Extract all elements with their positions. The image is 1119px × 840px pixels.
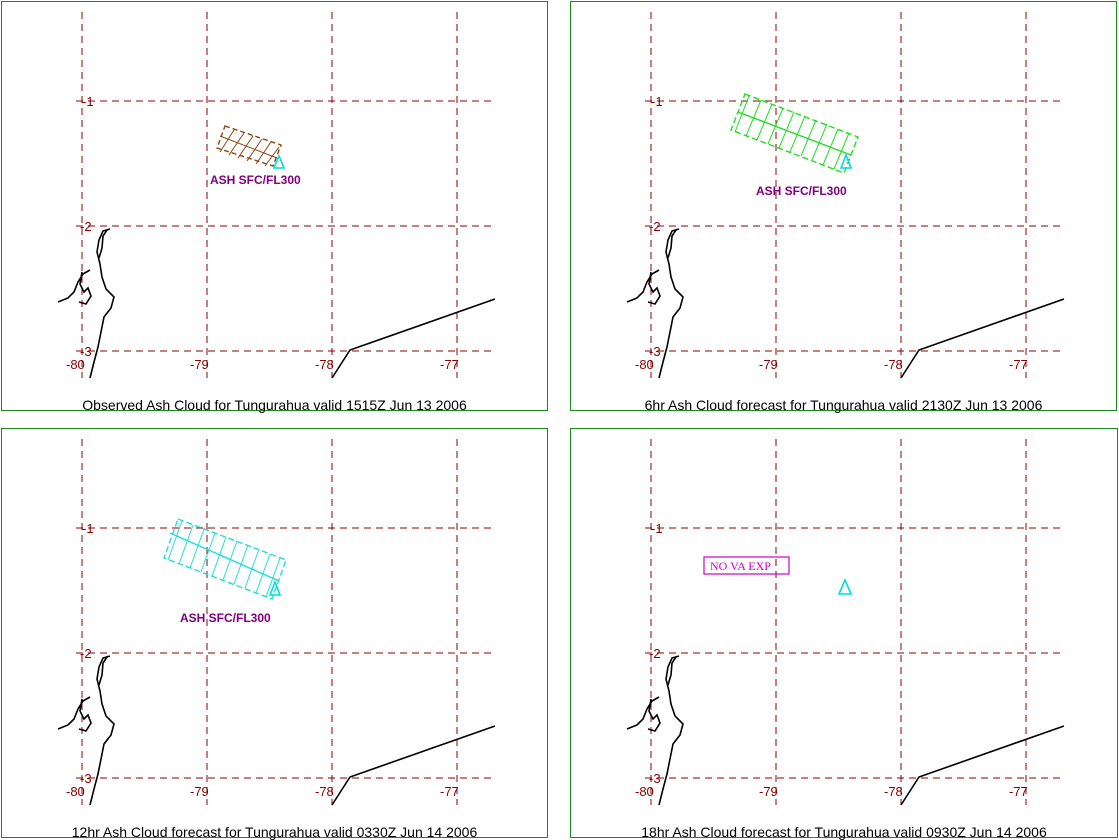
lat-tick-label: -2: [649, 219, 661, 234]
ash-cloud-polygon: [163, 518, 287, 600]
ash-cloud-label: ASH SFC/FL300: [210, 173, 301, 187]
panel-caption: 6hr Ash Cloud forecast for Tungurahua va…: [644, 397, 1043, 413]
lon-tick-label: -77: [1009, 357, 1028, 372]
map-panel-18hr: -1 -2 -3 -80 -79 -78 -77 NO VA EXP 18hr …: [570, 428, 1118, 840]
no-va-label: NO VA EXP: [710, 559, 771, 573]
lat-tick-label: -2: [80, 646, 92, 661]
ash-cloud-polygon: [730, 93, 859, 174]
panel-caption: 18hr Ash Cloud forecast for Tungurahua v…: [641, 824, 1047, 840]
lat-tick-labels: -1 -2 -3: [649, 521, 663, 786]
lat-tick-label: -3: [80, 771, 92, 786]
graticule: [645, 439, 1061, 805]
volcano-icon: [272, 153, 286, 169]
lat-tick-label: -1: [82, 521, 94, 536]
coastline: [626, 228, 1065, 379]
lon-tick-label: -77: [440, 357, 459, 372]
lon-tick-labels: -80 -79 -78 -77: [66, 784, 459, 799]
lon-tick-label: -78: [884, 784, 903, 799]
lon-tick-labels: -80 -79 -78 -77: [635, 784, 1028, 799]
panel-caption: Observed Ash Cloud for Tungurahua valid …: [82, 397, 467, 413]
volcano-icon: [268, 579, 282, 596]
lat-tick-label: -2: [80, 219, 92, 234]
lat-tick-label: -1: [651, 94, 663, 109]
lon-tick-label: -79: [190, 357, 209, 372]
panel-caption: 12hr Ash Cloud forecast for Tungurahua v…: [71, 824, 478, 840]
lat-tick-label: -1: [82, 94, 94, 109]
lat-tick-label: -1: [651, 521, 663, 536]
no-va-status-box: NO VA EXP: [703, 556, 790, 575]
lon-tick-label: -77: [1009, 784, 1028, 799]
lat-tick-label: -2: [649, 646, 661, 661]
lon-tick-label: -77: [440, 784, 459, 799]
lon-tick-label: -79: [759, 784, 778, 799]
map-canvas: -1 -2 -3 -80 -79 -78 -77 NO VA EXP: [626, 439, 1065, 806]
lon-tick-label: -80: [66, 784, 85, 799]
lat-tick-label: -3: [649, 771, 661, 786]
lat-tick-label: -3: [80, 344, 92, 359]
lon-tick-labels: -80 -79 -78 -77: [635, 357, 1028, 372]
coastline: [57, 655, 496, 806]
graticule: [76, 439, 492, 805]
lat-tick-labels: -1 -2 -3: [80, 521, 94, 786]
lon-tick-label: -78: [315, 357, 334, 372]
volcano-icon: [837, 577, 853, 595]
lon-tick-label: -78: [884, 357, 903, 372]
map-canvas: -1 -2 -3 -80 -79 -78 -77 ASH SFC/FL300: [57, 12, 496, 379]
volcano-icon: [839, 152, 853, 169]
lat-tick-label: -3: [649, 344, 661, 359]
lon-tick-label: -79: [759, 357, 778, 372]
map-panel-6hr: -1 -2 -3 -80 -79 -78 -77 ASH SFC/FL300 6…: [570, 1, 1117, 413]
lon-tick-label: -80: [635, 357, 654, 372]
coastline: [57, 228, 496, 379]
map-canvas: -1 -2 -3 -80 -79 -78 -77 ASH SFC/FL300: [626, 12, 1065, 379]
coastline: [626, 655, 1065, 806]
graticule: [645, 12, 1061, 378]
lon-tick-label: -79: [190, 784, 209, 799]
lon-tick-label: -80: [635, 784, 654, 799]
graticule: [76, 12, 492, 378]
lon-tick-label: -78: [315, 784, 334, 799]
lat-tick-labels: -1 -2 -3: [649, 94, 663, 359]
ash-cloud-polygon: [216, 125, 282, 167]
map-panel-12hr: -1 -2 -3 -80 -79 -78 -77 ASH SFC/FL300 1…: [1, 428, 548, 840]
lon-tick-labels: -80 -79 -78 -77: [66, 357, 459, 372]
ash-cloud-label: ASH SFC/FL300: [756, 184, 847, 198]
map-canvas: -1 -2 -3 -80 -79 -78 -77 ASH SFC/FL300: [57, 439, 496, 806]
map-panel-observed: -1 -2 -3 -80 -79 -78 -77 ASH SFC/FL300 O…: [1, 1, 548, 413]
ash-cloud-label: ASH SFC/FL300: [180, 611, 271, 625]
lat-tick-labels: -1 -2 -3: [80, 94, 94, 359]
lon-tick-label: -80: [66, 357, 85, 372]
